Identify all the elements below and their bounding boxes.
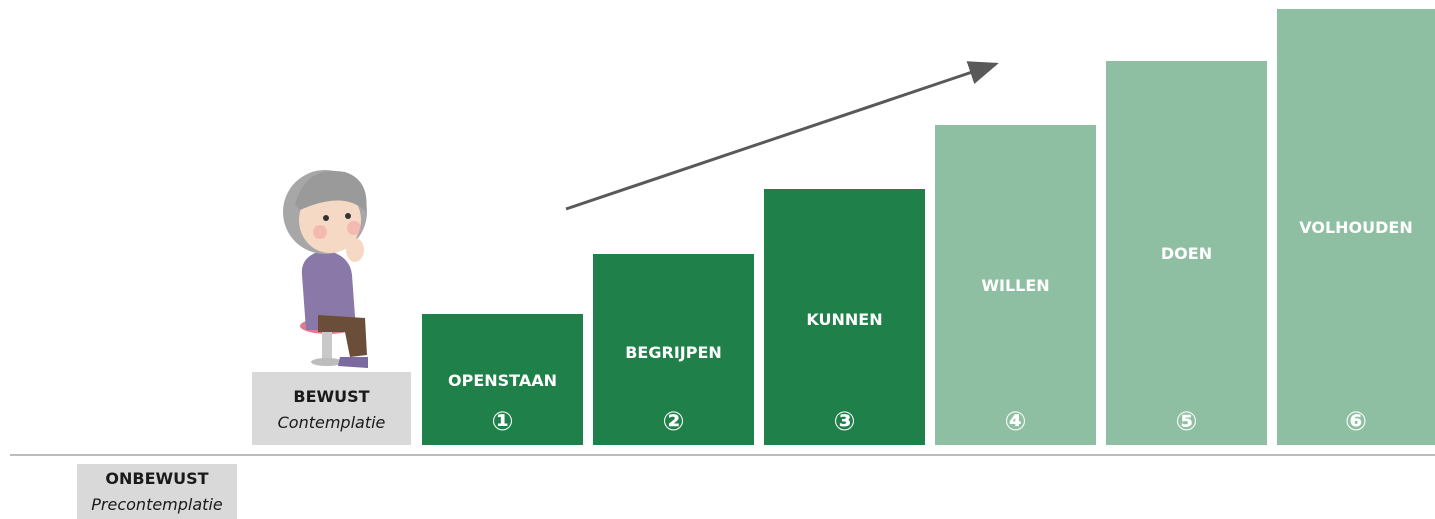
step-bar: OPENSTAAN ① xyxy=(422,314,583,445)
step-number: ② xyxy=(593,407,754,437)
step-bar: DOEN ⑤ xyxy=(1106,61,1267,445)
stage-box: ONBEWUST Precontemplatie xyxy=(77,464,237,519)
step-number: ④ xyxy=(935,407,1096,437)
stage-label: BEWUST xyxy=(252,387,411,406)
step-number: ⑤ xyxy=(1106,407,1267,437)
step-number: ① xyxy=(422,407,583,437)
step-bar: WILLEN ④ xyxy=(935,125,1096,445)
step-label: VOLHOUDEN xyxy=(1277,218,1435,237)
step-label: OPENSTAAN xyxy=(422,371,583,390)
stage-label: ONBEWUST xyxy=(77,469,237,488)
step-label: KUNNEN xyxy=(764,310,925,329)
stage-sublabel: Precontemplatie xyxy=(77,495,237,514)
stage-sublabel: Contemplatie xyxy=(252,413,411,432)
person-illustration xyxy=(283,170,368,368)
step-bar: VOLHOUDEN ⑥ xyxy=(1277,9,1435,445)
step-label: DOEN xyxy=(1106,244,1267,263)
step-number: ⑥ xyxy=(1277,407,1435,437)
step-label: BEGRIJPEN xyxy=(593,343,754,362)
stage-box: BEWUST Contemplatie xyxy=(252,372,411,445)
progress-arrow xyxy=(566,64,996,209)
step-bar: BEGRIJPEN ② xyxy=(593,254,754,445)
step-label: WILLEN xyxy=(935,276,1096,295)
step-bar: KUNNEN ③ xyxy=(764,189,925,445)
page: ONBEWUST Precontemplatie BEWUST Contempl… xyxy=(0,0,1435,519)
step-number: ③ xyxy=(764,407,925,437)
